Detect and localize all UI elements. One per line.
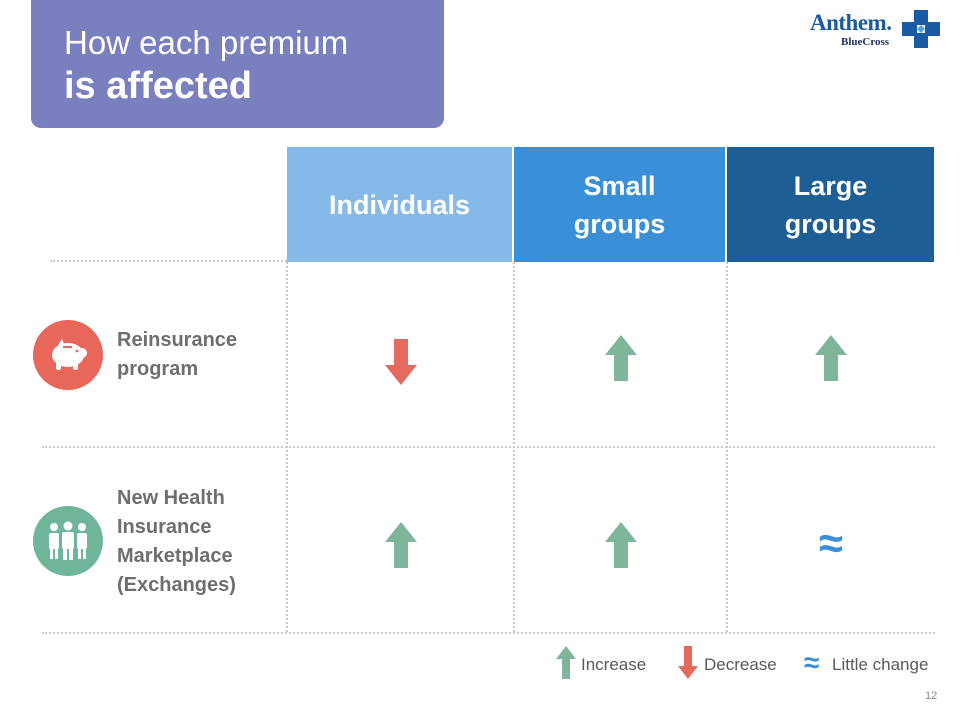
increase-arrow-icon: [385, 522, 417, 568]
grid-line: [286, 262, 288, 632]
row-label-text: New Health: [117, 487, 225, 509]
increase-arrow-icon: [815, 335, 847, 381]
row-label-text: Insurance: [117, 516, 212, 538]
logo-sub: BlueCross: [841, 36, 890, 48]
blue-cross-icon: [902, 10, 940, 48]
column-header-text: groups: [573, 208, 666, 239]
logo-name: Anthem.: [810, 10, 892, 35]
piggy-bank-icon: [52, 339, 87, 370]
legend-little-change-symbol: ≈: [804, 647, 820, 678]
decrease-arrow-icon: [385, 339, 417, 385]
people-group-icon: [49, 521, 87, 560]
legend-increase-arrow-icon: [556, 646, 576, 679]
column-header-small-groups: Small groups: [514, 147, 725, 262]
grid-line: [42, 446, 935, 448]
column-header-text: groups: [784, 208, 877, 239]
column-header-large-groups: Large groups: [727, 147, 934, 262]
row-label-text: (Exchanges): [117, 574, 236, 596]
row-icon-circle: [33, 320, 103, 390]
title-banner: [31, 0, 444, 128]
slide-title-line1: How each premium: [64, 24, 349, 61]
legend-decrease-label: Decrease: [704, 655, 777, 674]
grid-line: [50, 260, 287, 262]
increase-arrow-icon: [605, 522, 637, 568]
row-label-reinsurance: Reinsurance program: [117, 326, 277, 384]
slide-title-line2: is affected: [64, 65, 252, 107]
column-header-text: Small: [583, 170, 656, 201]
column-header-text: Individuals: [328, 189, 471, 220]
column-header-text: Large: [793, 170, 868, 201]
anthem-bluecross-logo: Anthem. BlueCross: [806, 8, 946, 50]
row-label-exchanges: New Health Insurance Marketplace (Exchan…: [117, 484, 277, 600]
row-label-text: Reinsurance: [117, 329, 238, 351]
row-icon-circle: [33, 506, 103, 576]
grid-line: [42, 632, 935, 634]
grid-line: [726, 262, 728, 632]
increase-arrow-icon: [605, 335, 637, 381]
legend-increase-label: Increase: [581, 655, 647, 674]
legend-little-change-label: Little change: [832, 655, 929, 674]
column-header-individuals: Individuals: [287, 147, 512, 262]
grid-line: [513, 262, 515, 632]
legend-decrease-arrow-icon: [678, 646, 698, 679]
row-label-text: program: [117, 358, 199, 380]
page-number: 12: [925, 690, 938, 702]
little-change-symbol: ≈: [818, 519, 844, 568]
row-label-text: Marketplace: [117, 545, 233, 567]
